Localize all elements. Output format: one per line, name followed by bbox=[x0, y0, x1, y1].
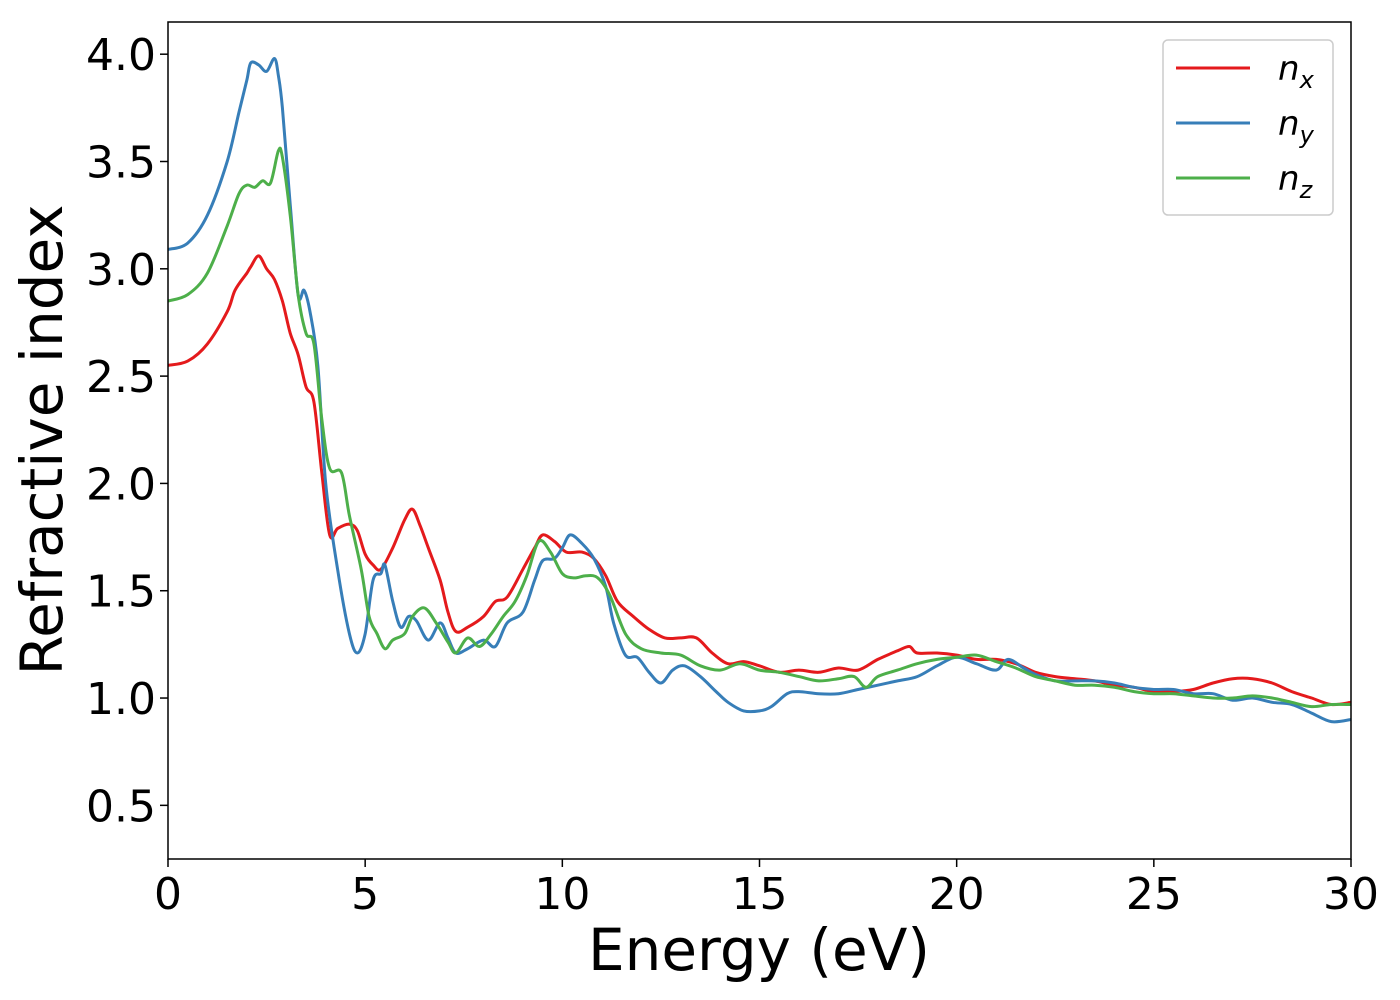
series-line-nx bbox=[168, 254, 1351, 707]
legend-label-nz: nz bbox=[1278, 159, 1314, 204]
x-tick-label: 10 bbox=[534, 869, 590, 920]
y-tick-label: 1.0 bbox=[86, 674, 156, 725]
x-tick-label: 30 bbox=[1323, 869, 1379, 920]
legend-label-ny: ny bbox=[1278, 104, 1315, 149]
legend-label-nx: nx bbox=[1278, 49, 1315, 94]
x-tick-label: 5 bbox=[351, 869, 379, 920]
y-axis-title: Refractive index bbox=[8, 204, 76, 675]
y-tick-label: 4.0 bbox=[86, 30, 156, 81]
y-tick-label: 0.5 bbox=[86, 781, 156, 832]
y-tick-label: 1.5 bbox=[86, 567, 156, 618]
x-tick-label: 0 bbox=[154, 869, 182, 920]
x-tick-label: 25 bbox=[1126, 869, 1182, 920]
legend-box bbox=[1162, 39, 1334, 216]
y-tick-label: 3.5 bbox=[86, 138, 156, 189]
plot-lines bbox=[168, 56, 1351, 724]
x-axis-ticks: 0 5 10 15 20 25 30 bbox=[154, 859, 1379, 920]
x-axis-title: Energy (eV) bbox=[588, 916, 930, 984]
x-tick-label: 15 bbox=[732, 869, 788, 920]
y-tick-label: 2.0 bbox=[86, 459, 156, 510]
legend: nx ny nz bbox=[1162, 39, 1334, 216]
y-tick-label: 3.0 bbox=[86, 245, 156, 296]
y-tick-label: 2.5 bbox=[86, 352, 156, 403]
x-tick-label: 20 bbox=[929, 869, 985, 920]
series-line-nz bbox=[168, 146, 1351, 709]
y-axis-ticks: 0.5 1.0 1.5 2.0 2.5 3.0 3.5 4.0 bbox=[86, 30, 168, 832]
